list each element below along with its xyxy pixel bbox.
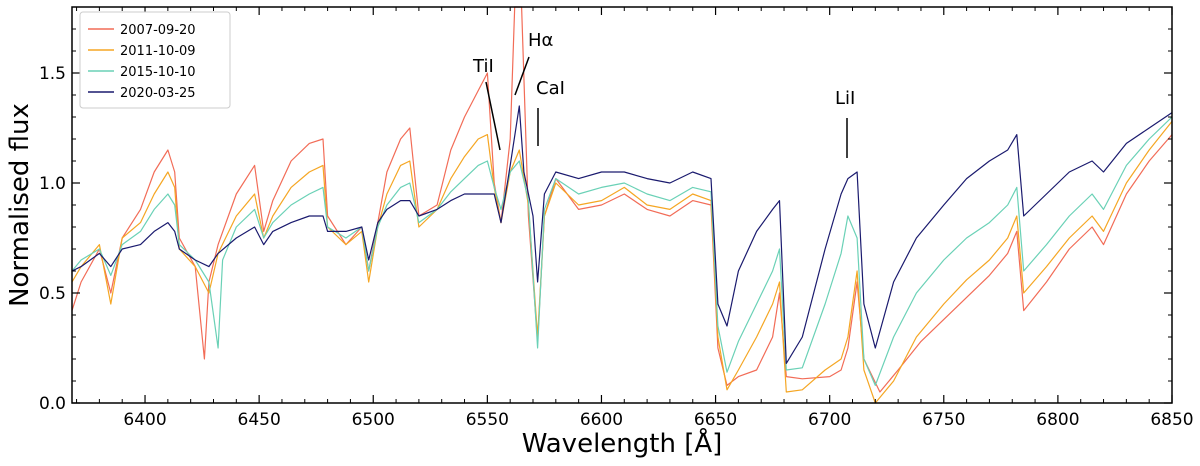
annotation-label: Hα [528, 30, 553, 51]
x-tick-label: 6650 [694, 410, 737, 430]
x-tick-label: 6750 [922, 410, 965, 430]
x-tick-label: 6700 [808, 410, 851, 430]
y-tick-label: 0.0 [39, 394, 66, 414]
legend-label: 2007-09-20 [120, 23, 196, 38]
x-tick-label: 6500 [352, 410, 395, 430]
legend-label: 2011-10-09 [120, 44, 196, 59]
x-axis: 6400 6450 6500 6550 6600 6650 6700 6750 6800 6850 [76, 7, 1194, 430]
y-axis: 0.0 0.5 1.0 1.5 [39, 28, 1172, 414]
x-tick-label: 6400 [123, 410, 166, 430]
series-layer [71, 6, 1173, 404]
series-line-2 [71, 121, 1173, 404]
legend-box [79, 11, 231, 109]
legend: 2007-09-20 2011-10-09 2015-10-10 2020-03-25 [79, 11, 231, 109]
x-tick-label: 6550 [466, 410, 509, 430]
annotation-label: CaI [536, 78, 565, 99]
series-line-4 [71, 105, 1173, 364]
legend-label: 2020-03-25 [120, 86, 196, 101]
y-axis-title: Normalised flux [5, 103, 35, 307]
legend-label: 2015-10-10 [120, 65, 196, 80]
x-tick-label: 6850 [1150, 410, 1193, 430]
annotation-label: TiI [472, 56, 494, 77]
x-tick-label: 6600 [580, 410, 623, 430]
annotation-label: LiI [835, 88, 855, 109]
annotation-pointer [514, 56, 530, 96]
x-tick-label: 6800 [1036, 410, 1079, 430]
y-tick-label: 1.0 [39, 174, 66, 194]
y-tick-label: 0.5 [39, 284, 66, 304]
series-line-1 [71, 6, 1173, 393]
series-line-3 [71, 116, 1173, 386]
y-tick-label: 1.5 [39, 64, 66, 84]
x-axis-title: Wavelength [Å] [522, 427, 723, 459]
annotation-pointer [485, 81, 501, 151]
x-tick-label: 6450 [238, 410, 281, 430]
legend-items: 2007-09-20 2011-10-09 2015-10-10 2020-03-25 [88, 23, 196, 101]
annotation-layer: TiI Hα CaI LiI [472, 30, 855, 158]
